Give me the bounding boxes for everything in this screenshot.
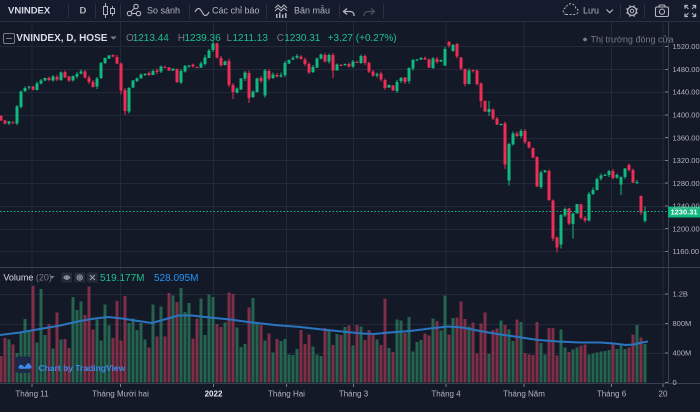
svg-text:Tháng 6: Tháng 6 [597, 390, 627, 399]
svg-text:VNINDEX: VNINDEX [8, 6, 51, 17]
svg-text:0: 0 [673, 378, 677, 387]
svg-text:1520.00: 1520.00 [673, 42, 700, 51]
svg-text:1360.00: 1360.00 [673, 133, 700, 142]
svg-text:Tháng 3: Tháng 3 [339, 390, 369, 399]
svg-text:1440.00: 1440.00 [673, 88, 700, 97]
svg-text:Bản mẫu: Bản mẫu [294, 6, 330, 16]
svg-text:1213.44: 1213.44 [133, 33, 170, 44]
svg-text:2022: 2022 [205, 390, 223, 399]
svg-text:800M: 800M [673, 319, 692, 328]
svg-text:1.2B: 1.2B [673, 290, 688, 299]
svg-text:1160.00: 1160.00 [673, 247, 700, 256]
svg-text:C: C [277, 33, 284, 44]
svg-text:528.095M: 528.095M [154, 273, 198, 284]
svg-text:So sánh: So sánh [147, 6, 180, 16]
svg-text:Các chỉ báo: Các chỉ báo [212, 6, 260, 16]
svg-text:O: O [126, 33, 134, 44]
svg-text:Tháng 11: Tháng 11 [15, 390, 49, 399]
svg-text:1240.00: 1240.00 [673, 202, 700, 211]
svg-text:VNINDEX, D, HOSE: VNINDEX, D, HOSE [16, 33, 107, 44]
svg-text:1230.31: 1230.31 [670, 208, 697, 217]
svg-text:519.177M: 519.177M [100, 273, 144, 284]
svg-text:1230.31: 1230.31 [284, 33, 321, 44]
svg-text:1400.00: 1400.00 [673, 111, 700, 120]
svg-text:Tháng Năm: Tháng Năm [503, 390, 545, 399]
svg-text:Tháng 4: Tháng 4 [431, 390, 461, 399]
svg-text:Chart by TradingView: Chart by TradingView [39, 363, 126, 373]
svg-text:Lưu: Lưu [583, 6, 599, 16]
svg-text:Tháng Hai: Tháng Hai [268, 390, 305, 399]
svg-text:1200.00: 1200.00 [673, 224, 700, 233]
svg-text:Thị trường đóng cửa: Thị trường đóng cửa [591, 35, 674, 45]
svg-text:H: H [178, 33, 185, 44]
svg-text:1480.00: 1480.00 [673, 65, 700, 74]
svg-text:20: 20 [659, 390, 668, 399]
svg-text:D: D [80, 6, 87, 17]
svg-text:+3.27 (+0.27%): +3.27 (+0.27%) [328, 33, 397, 44]
svg-text:400M: 400M [673, 349, 692, 358]
svg-text:L: L [227, 33, 233, 44]
svg-text:1280.00: 1280.00 [673, 179, 700, 188]
svg-text:1239.36: 1239.36 [185, 33, 222, 44]
svg-text:1211.13: 1211.13 [233, 33, 269, 44]
svg-text:Volume (20): Volume (20) [3, 273, 52, 283]
svg-text:Tháng Mười hai: Tháng Mười hai [92, 390, 149, 399]
svg-text:1320.00: 1320.00 [673, 156, 700, 165]
